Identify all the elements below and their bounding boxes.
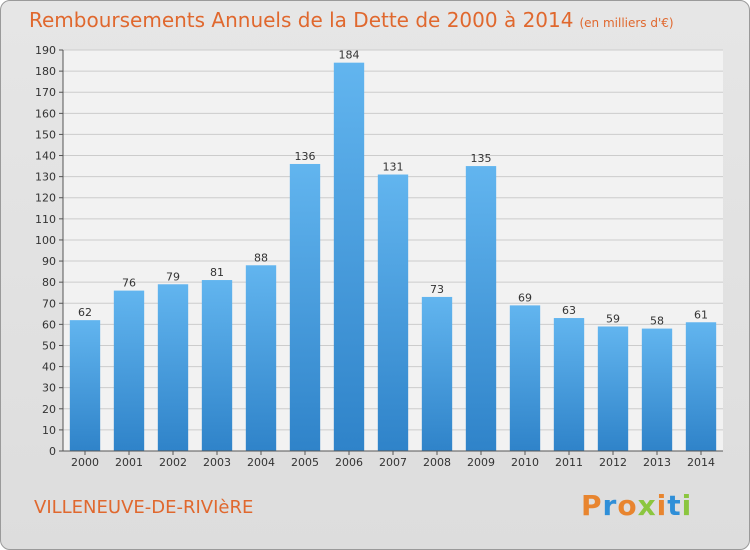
- data-label: 136: [295, 150, 316, 163]
- chart-subtitle: (en milliers d'€): [579, 16, 674, 30]
- bar: [377, 174, 409, 451]
- bar: [113, 290, 145, 451]
- data-label: 61: [694, 308, 708, 321]
- location-label: VILLENEUVE-DE-RIVIèRE: [34, 497, 254, 518]
- y-tick-label: 80: [42, 276, 56, 289]
- brand-letter: x: [637, 489, 657, 522]
- brand-letter: i: [681, 489, 693, 522]
- y-tick-label: 150: [35, 128, 56, 141]
- bar: [245, 265, 277, 451]
- bar: [685, 322, 717, 451]
- y-tick-label: 70: [42, 297, 56, 310]
- axes-group: 0 10 20 30 40 50 60 70 80 90 100 110 120 130 140 150 160…: [35, 44, 723, 469]
- x-tick-label: 2003: [203, 456, 231, 469]
- bar: [465, 166, 497, 451]
- brand-letter: o: [617, 489, 638, 522]
- data-label: 88: [254, 251, 268, 264]
- x-tick-label: 2011: [555, 456, 583, 469]
- data-label: 58: [650, 315, 664, 328]
- bar: [333, 62, 365, 452]
- y-tick-label: 50: [42, 339, 56, 352]
- title-text: Remboursements Annuels de la Dette de 20…: [29, 8, 574, 32]
- brand-letter: i: [656, 489, 668, 522]
- x-tick-label: 2007: [379, 456, 407, 469]
- data-label: 69: [518, 291, 532, 304]
- y-tick-label: 130: [35, 171, 56, 184]
- data-label: 135: [471, 152, 492, 165]
- data-label: 79: [166, 270, 180, 283]
- bar: [289, 163, 321, 451]
- y-tick-label: 180: [35, 65, 56, 78]
- data-label: 73: [430, 283, 444, 296]
- y-tick-label: 0: [49, 445, 56, 458]
- y-tick-label: 160: [35, 107, 56, 120]
- chart-title: Remboursements Annuels de la Dette de 20…: [29, 8, 674, 32]
- data-label: 81: [210, 266, 224, 279]
- x-tick-label: 2001: [115, 456, 143, 469]
- x-tick-label: 2009: [467, 456, 495, 469]
- brand-letter: r: [602, 489, 618, 522]
- y-tick-label: 90: [42, 255, 56, 268]
- y-tick-label: 120: [35, 192, 56, 205]
- data-label: 63: [562, 304, 576, 317]
- x-tick-label: 2002: [159, 456, 187, 469]
- data-label: 76: [122, 277, 136, 290]
- x-tick-label: 2008: [423, 456, 451, 469]
- x-tick-label: 2000: [71, 456, 99, 469]
- x-tick-label: 2005: [291, 456, 319, 469]
- x-tick-label: 2013: [643, 456, 671, 469]
- data-label: 59: [606, 312, 620, 325]
- x-tick-label: 2006: [335, 456, 363, 469]
- y-tick-label: 10: [42, 424, 56, 437]
- brand-letter: t: [667, 489, 682, 522]
- y-tick-label: 110: [35, 213, 56, 226]
- brand-logo: Proxiti: [581, 489, 692, 522]
- bar: [201, 280, 233, 451]
- x-tick-label: 2012: [599, 456, 627, 469]
- bars-group: [69, 62, 717, 452]
- bar: [641, 328, 673, 451]
- bar: [421, 296, 453, 451]
- bar: [553, 318, 585, 451]
- x-tick-label: 2004: [247, 456, 275, 469]
- y-tick-label: 60: [42, 318, 56, 331]
- bar: [157, 284, 189, 451]
- bar: [597, 326, 629, 451]
- data-label: 62: [78, 306, 92, 319]
- y-tick-label: 30: [42, 382, 56, 395]
- x-tick-label: 2014: [687, 456, 715, 469]
- brand-letter: P: [581, 489, 603, 522]
- data-labels-group: 62 76 79 81 88 136 184 131 73 135 69 63 59 58 61: [78, 49, 708, 328]
- data-label: 131: [383, 161, 404, 174]
- y-tick-label: 170: [35, 86, 56, 99]
- bar: [509, 305, 541, 451]
- y-tick-label: 140: [35, 150, 56, 163]
- x-tick-label: 2010: [511, 456, 539, 469]
- data-label: 184: [339, 49, 360, 62]
- y-tick-label: 20: [42, 403, 56, 416]
- y-tick-label: 40: [42, 361, 56, 374]
- y-tick-label: 190: [35, 44, 56, 57]
- y-tick-label: 100: [35, 234, 56, 247]
- bar: [69, 320, 101, 451]
